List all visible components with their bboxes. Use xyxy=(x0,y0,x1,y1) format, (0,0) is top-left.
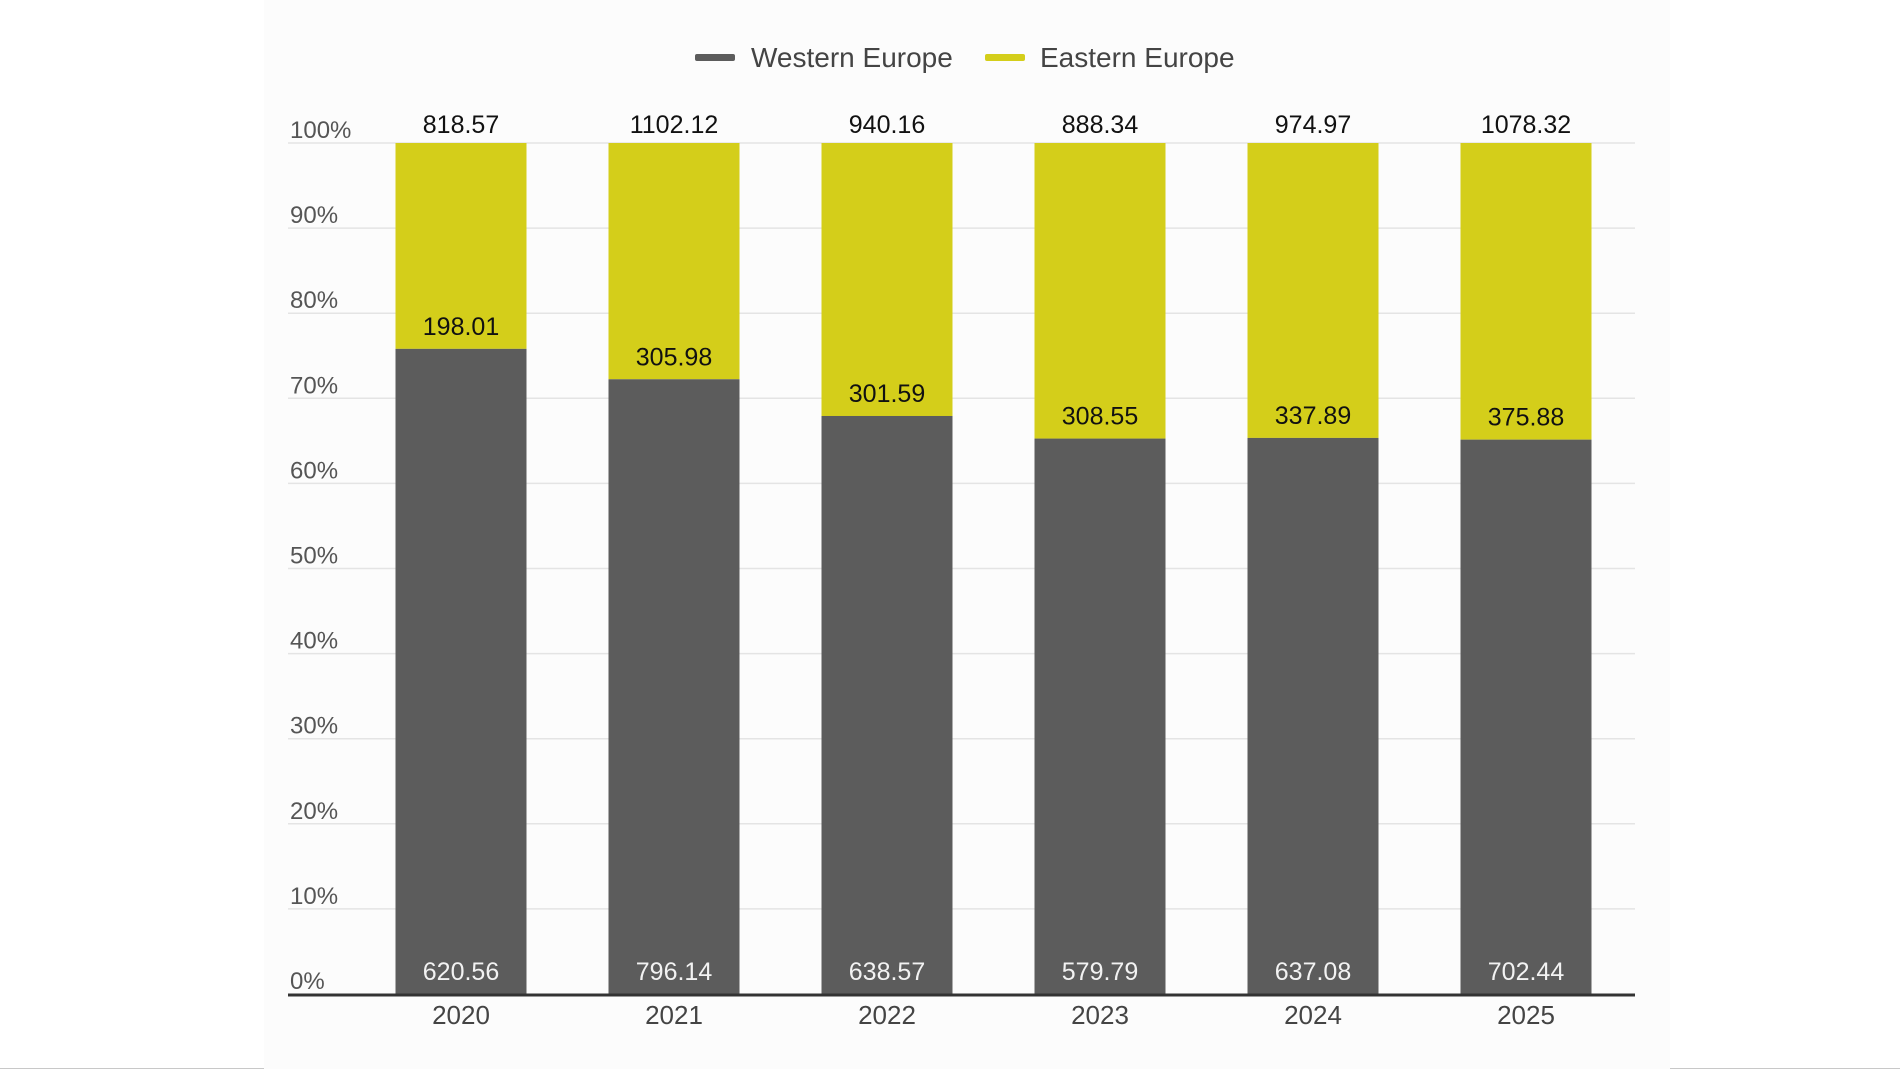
y-tick-label: 20% xyxy=(290,798,338,825)
y-tick-label: 50% xyxy=(290,543,338,570)
x-tick-label: 2025 xyxy=(1497,1000,1555,1030)
western-value-label: 702.44 xyxy=(1488,958,1565,986)
total-label: 818.57 xyxy=(423,111,499,139)
x-axis: 2020 2021 2022 2023 2024 2025 xyxy=(288,993,1635,1030)
western-value-label: 579.79 xyxy=(1062,958,1138,986)
legend-swatch-western xyxy=(695,54,735,61)
y-tick-label: 40% xyxy=(290,628,338,655)
bar-eastern-europe[interactable] xyxy=(1460,143,1592,440)
y-tick-label: 90% xyxy=(290,202,338,229)
bar-eastern-europe[interactable] xyxy=(821,143,953,416)
y-tick-label: 10% xyxy=(290,883,338,910)
legend-label-eastern: Eastern Europe xyxy=(1040,42,1235,73)
bar-eastern-europe[interactable] xyxy=(1034,143,1166,439)
bars xyxy=(395,143,1592,994)
legend-item-eastern[interactable]: Eastern Europe xyxy=(985,42,1235,73)
x-tick-label: 2021 xyxy=(645,1000,703,1030)
eastern-value-label: 308.55 xyxy=(1062,403,1138,431)
value-labels: 818.57 198.01 620.56 1102.12 305.98 796.14 940… xyxy=(423,111,1571,986)
legend-label-western: Western Europe xyxy=(751,42,953,73)
bar-western-europe[interactable] xyxy=(821,415,953,994)
western-value-label: 638.57 xyxy=(849,958,925,986)
western-value-label: 796.14 xyxy=(636,958,713,986)
bar-western-europe[interactable] xyxy=(1034,438,1166,994)
total-label: 888.34 xyxy=(1062,111,1139,139)
bar-eastern-europe[interactable] xyxy=(1247,143,1379,438)
y-axis-ticks: 0% 10% 20% 30% 40% 50% 60% 70% 80% 90% 100% xyxy=(290,117,351,995)
x-tick-label: 2020 xyxy=(432,1000,490,1030)
x-tick-label: 2023 xyxy=(1071,1000,1129,1030)
bar-western-europe[interactable] xyxy=(608,379,740,994)
y-tick-label: 0% xyxy=(290,968,325,995)
y-tick-label: 100% xyxy=(290,117,351,144)
y-tick-label: 80% xyxy=(290,287,338,314)
western-value-label: 637.08 xyxy=(1275,958,1351,986)
total-label: 1078.32 xyxy=(1481,111,1571,139)
total-label: 940.16 xyxy=(849,111,925,139)
y-tick-label: 30% xyxy=(290,713,338,740)
eastern-value-label: 375.88 xyxy=(1488,404,1564,432)
eastern-value-label: 337.89 xyxy=(1275,402,1351,430)
bar-eastern-europe[interactable] xyxy=(395,143,527,349)
legend-item-western[interactable]: Western Europe xyxy=(695,42,953,73)
legend: Western Europe Eastern Europe xyxy=(695,42,1235,73)
bar-eastern-europe[interactable] xyxy=(608,143,740,380)
eastern-value-label: 301.59 xyxy=(849,380,925,408)
x-tick-label: 2024 xyxy=(1284,1000,1342,1030)
western-value-label: 620.56 xyxy=(423,958,499,986)
bar-western-europe[interactable] xyxy=(1460,439,1592,994)
y-tick-label: 60% xyxy=(290,457,338,484)
eastern-value-label: 305.98 xyxy=(636,343,712,371)
eastern-value-label: 198.01 xyxy=(423,313,499,341)
total-label: 1102.12 xyxy=(630,111,719,139)
y-tick-label: 70% xyxy=(290,372,338,399)
bar-western-europe[interactable] xyxy=(395,348,527,994)
total-label: 974.97 xyxy=(1275,111,1351,139)
x-tick-label: 2022 xyxy=(858,1000,916,1030)
legend-swatch-eastern xyxy=(985,54,1025,61)
bar-western-europe[interactable] xyxy=(1247,437,1379,994)
